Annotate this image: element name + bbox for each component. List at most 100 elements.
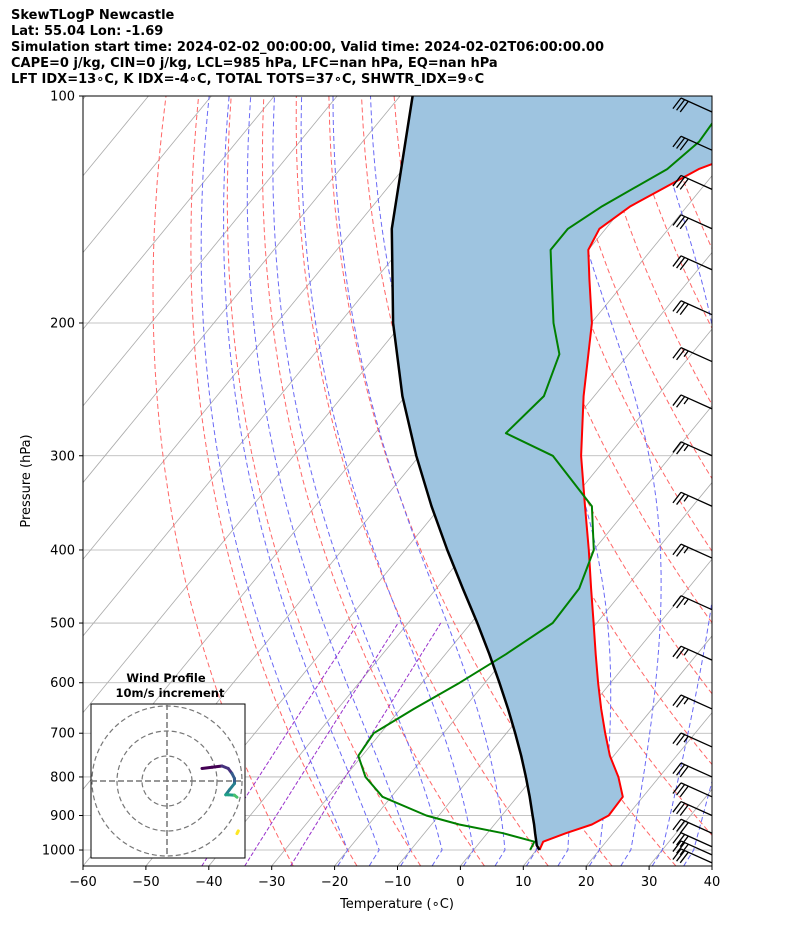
dry-adiabat (654, 96, 712, 250)
barb-staff (680, 800, 713, 817)
barb-flag-full (679, 178, 689, 190)
dry-adiabat (295, 96, 549, 866)
wind-barb (672, 732, 713, 748)
barb-flag-full (676, 99, 686, 111)
barb-flag-full (679, 835, 689, 848)
barb-flag-full (676, 137, 686, 149)
wind-barb (672, 848, 713, 864)
wind-barb (672, 255, 713, 271)
y-tick-label: 900 (50, 809, 75, 824)
barb-flag-full (676, 647, 686, 659)
dry-adiabat (785, 96, 794, 866)
x-tick-label: 10 (515, 875, 532, 890)
barb-flag-full (679, 785, 689, 798)
wind-barb (672, 394, 713, 410)
wind-barb (672, 645, 713, 661)
barb-flag-full (676, 734, 686, 746)
wind-barb (672, 832, 713, 848)
wind-barb (672, 174, 713, 190)
barb-staff (680, 300, 713, 316)
hodograph-area (91, 704, 245, 858)
moist-adiabat (272, 96, 443, 866)
barb-flag-half (683, 444, 689, 452)
isotherm-line (83, 96, 401, 484)
barb-staff (680, 840, 713, 856)
y-tick-label: 300 (50, 449, 75, 464)
x-tick-label: −20 (321, 875, 348, 890)
barb-flag-full (672, 214, 682, 226)
barb-staff (680, 214, 713, 230)
x-tick-label: 20 (578, 875, 595, 890)
wind-barb (672, 135, 713, 151)
parcel-line (390, 96, 541, 851)
moist-adiabat (200, 96, 349, 866)
dry-adiabat (720, 96, 794, 866)
wind-barbs (672, 97, 713, 864)
barb-flag-half (683, 697, 689, 705)
dry-adiabat (686, 96, 712, 166)
wind-barb (672, 214, 713, 230)
x-tick-label: 0 (456, 875, 464, 890)
plot-area (83, 96, 794, 866)
dry-adiabat (152, 96, 294, 866)
barb-flag-full (676, 545, 686, 557)
chart-header: SkewTLogP Newcastle Lat: 55.04 Lon: -1.6… (11, 8, 604, 88)
barb-flag-full (672, 595, 682, 607)
mixing-ratio-line (201, 622, 359, 866)
barb-flag-full (676, 396, 686, 408)
barb-flag-full (672, 645, 682, 658)
barb-staff (680, 782, 713, 798)
barb-staff (680, 818, 713, 834)
moist-adiabat (715, 96, 794, 866)
barb-flag-full (676, 820, 686, 832)
hodograph-segment (233, 793, 239, 799)
barb-flag-full (672, 782, 682, 794)
temperature-line (538, 163, 712, 851)
barb-flag-half (683, 495, 689, 502)
wind-barb (672, 300, 713, 316)
y-axis: 100 200 300 400 500 600 700 800 900 1000 (42, 90, 83, 859)
barb-flag-full (676, 348, 686, 361)
isotherm-line (83, 96, 86, 100)
barb-flag-full (679, 100, 689, 113)
wind-barb (672, 97, 713, 113)
hodograph-title: Wind Profile (126, 671, 206, 685)
barb-flag-full (676, 842, 686, 854)
barb-staff (680, 732, 713, 748)
moist-adiabat (300, 96, 475, 866)
barb-flag-full (672, 832, 682, 844)
hodograph-segment (210, 764, 224, 769)
y-axis-label: Pressure (hPa) (19, 434, 34, 527)
wind-barb (672, 347, 713, 363)
cape-cin-shading (391, 96, 712, 846)
barb-flag-full (676, 493, 686, 505)
barb-flag-full (679, 843, 689, 856)
barb-flag-full (672, 762, 682, 775)
moist-adiabat (646, 96, 712, 866)
barb-flag-full (672, 694, 682, 707)
header-line-location: Lat: 55.04 Lon: -1.69 (11, 24, 164, 39)
barb-staff (680, 645, 713, 661)
isotherm-line (775, 96, 794, 866)
x-tick-label: 30 (641, 875, 658, 890)
barb-staff (680, 135, 713, 151)
isotherm-line (522, 635, 712, 866)
barb-staff (680, 848, 713, 864)
moist-adiabat (548, 96, 662, 866)
barb-flag-full (676, 696, 686, 708)
y-tick-label: 200 (50, 316, 75, 331)
barb-flag-half (683, 350, 689, 358)
x-axis-label: Temperature (∘C) (339, 897, 454, 912)
barb-flag-full (676, 802, 686, 815)
barb-staff (680, 491, 713, 507)
barb-flag-full (672, 394, 682, 406)
barb-flag-full (672, 818, 682, 831)
wind-barb (672, 595, 713, 611)
wind-barb (672, 818, 713, 834)
dry-adiabat (491, 96, 712, 624)
barb-staff (680, 394, 713, 410)
hodograph-segment (235, 829, 240, 835)
barb-staff (680, 441, 713, 457)
dry-adiabat (226, 96, 422, 866)
y-tick-label: 700 (50, 727, 75, 742)
